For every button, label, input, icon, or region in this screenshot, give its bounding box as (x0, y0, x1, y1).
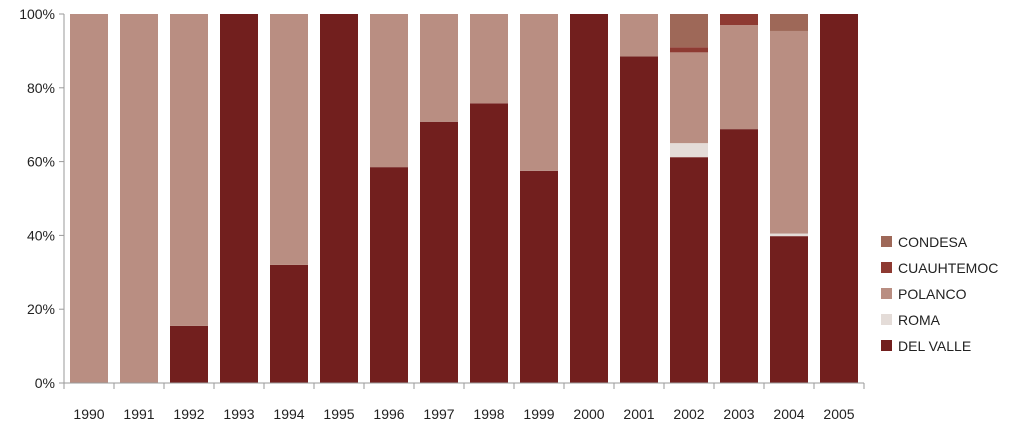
legend: CONDESA CUAUHTEMOC POLANCO ROMA DEL VALLE (881, 234, 998, 354)
bar-segment (670, 143, 708, 158)
x-tick-label: 1992 (173, 406, 204, 422)
bar-segment (670, 47, 708, 53)
x-tick-label: 2001 (623, 406, 654, 422)
x-tick-label: 2003 (723, 406, 754, 422)
bar-segment (770, 236, 808, 383)
y-axis: 0% 20% 40% 60% 80% 100% (19, 6, 65, 391)
x-tick-label: 1998 (473, 406, 504, 422)
bar-segment (170, 325, 208, 383)
y-tick-label: 0% (35, 375, 55, 391)
bar-segment (370, 167, 408, 383)
bar-segment (170, 14, 208, 326)
bar-segment (420, 121, 458, 384)
legend-label: CUAUHTEMOC (898, 260, 998, 276)
bar-segment (620, 56, 658, 384)
legend-swatch (881, 236, 892, 247)
x-tick-label: 2002 (673, 406, 704, 422)
bar-segment (220, 14, 258, 383)
x-tick-label: 1997 (423, 406, 454, 422)
bar-segment (520, 14, 558, 171)
bar-segment (770, 233, 808, 237)
bar-segment (320, 14, 358, 383)
x-tick-label: 1990 (73, 406, 104, 422)
y-tick-label: 40% (27, 227, 55, 243)
legend-label: CONDESA (898, 234, 968, 250)
x-tick-label: 1996 (373, 406, 404, 422)
bar-segment (270, 14, 308, 265)
bar-segment (770, 30, 808, 234)
bar-segment (770, 14, 808, 31)
x-tick-label: 2005 (823, 406, 854, 422)
bar-segment (670, 14, 708, 48)
legend-swatch (881, 262, 892, 273)
legend-swatch (881, 340, 892, 351)
bar-segment (620, 14, 658, 57)
x-tick-label: 2004 (773, 406, 804, 422)
y-tick-label: 20% (27, 301, 55, 317)
x-axis: 1990 1991 1992 1993 1994 1995 1996 1997 1998 1999… (63, 382, 865, 422)
x-tick-label: 1994 (273, 406, 304, 422)
bar-segment (720, 14, 758, 26)
bar-segment (420, 14, 458, 122)
bar-segment (470, 14, 508, 104)
bar-segment (820, 14, 858, 383)
legend-label: ROMA (898, 312, 941, 328)
bar-segment (370, 14, 408, 168)
bar-segment (720, 129, 758, 383)
x-tick-label: 2000 (573, 406, 604, 422)
x-tick-label: 1993 (223, 406, 254, 422)
bar-segment (670, 157, 708, 383)
y-tick-label: 60% (27, 154, 55, 170)
legend-swatch (881, 288, 892, 299)
bar-segment (270, 264, 308, 383)
legend-swatch (881, 314, 892, 325)
bar-segment (720, 25, 758, 130)
x-tick-label: 1999 (523, 406, 554, 422)
bar-segment (120, 14, 158, 383)
y-tick-label: 80% (27, 80, 55, 96)
bar-segment (520, 170, 558, 383)
legend-label: DEL VALLE (898, 338, 971, 354)
bars (70, 14, 858, 384)
bar-segment (70, 14, 108, 383)
y-tick-label: 100% (19, 6, 55, 22)
x-tick-label: 1995 (323, 406, 354, 422)
bar-segment (570, 14, 608, 383)
bar-segment (670, 52, 708, 144)
x-tick-label: 1991 (123, 406, 154, 422)
bar-segment (470, 103, 508, 383)
legend-label: POLANCO (898, 286, 967, 302)
